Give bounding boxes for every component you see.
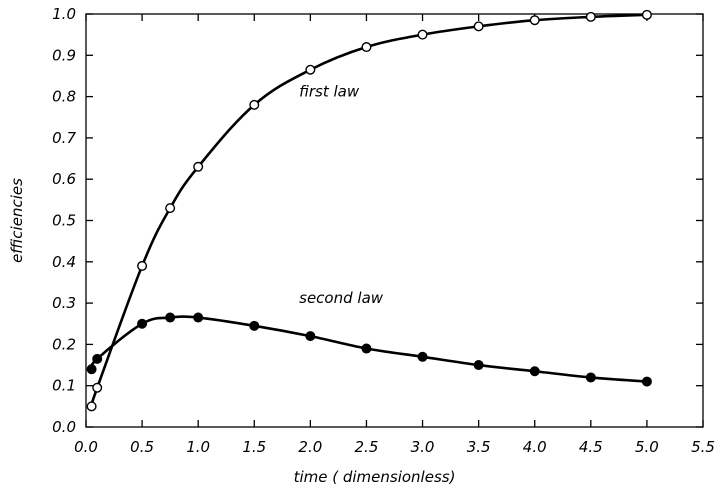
second-law-annotation: second law: [299, 289, 384, 307]
data-point-second-law: [641, 376, 652, 387]
data-point-second-law: [417, 351, 428, 362]
y-tick-label: 0.0: [52, 418, 76, 436]
data-point-first-law: [641, 9, 652, 20]
data-point-second-law: [361, 343, 372, 354]
first-law-annotation: first law: [299, 83, 360, 101]
y-tick-label: 1.0: [52, 5, 76, 23]
data-point-first-law: [165, 203, 176, 214]
axis-ticks: [85, 13, 704, 428]
data-point-second-law: [193, 312, 204, 323]
x-tick-label: 1.0: [186, 438, 210, 456]
x-tick-label: 2.0: [298, 438, 322, 456]
y-axis-label: efficiencies: [8, 178, 26, 263]
x-tick-label: 3.5: [467, 438, 491, 456]
x-axis-label: time ( dimensionless): [294, 468, 456, 486]
series-points: [86, 9, 652, 412]
y-tick-label: 0.4: [52, 253, 76, 271]
data-point-first-law: [585, 11, 596, 22]
data-point-first-law: [249, 99, 260, 110]
x-tick-label: 0.0: [74, 438, 98, 456]
y-tick-label: 0.5: [52, 212, 76, 230]
x-tick-label: 1.5: [242, 438, 266, 456]
data-point-second-law: [529, 366, 540, 377]
data-point-second-law: [86, 364, 97, 375]
data-point-first-law: [137, 260, 148, 271]
data-point-second-law: [165, 312, 176, 323]
data-point-second-law: [137, 318, 148, 329]
x-tick-labels: 0.0 0.5 1.0 1.5 2.0 2.5 3.0 3.5 4.0 4.5 5.0 5.5: [74, 438, 715, 456]
x-tick-label: 4.0: [523, 438, 547, 456]
plot-frame: [85, 13, 704, 428]
data-point-first-law: [473, 21, 484, 32]
data-point-second-law: [305, 331, 316, 342]
data-point-first-law: [193, 161, 204, 172]
y-tick-label: 0.8: [52, 88, 76, 106]
data-point-first-law: [361, 42, 372, 53]
data-point-second-law: [249, 320, 260, 331]
data-point-second-law: [92, 353, 103, 364]
x-tick-label: 4.5: [579, 438, 603, 456]
x-tick-label: 5.5: [691, 438, 715, 456]
data-point-first-law: [305, 64, 316, 75]
y-tick-label: 0.9: [52, 46, 76, 64]
data-point-second-law: [473, 360, 484, 371]
data-point-second-law: [585, 372, 596, 383]
y-tick-labels: 0.0 0.1 0.2 0.3 0.4 0.5 0.6 0.7 0.8 0.9 1.0: [52, 5, 76, 436]
data-point-first-law: [529, 15, 540, 26]
y-tick-label: 0.2: [52, 335, 76, 353]
data-point-first-law: [92, 382, 103, 393]
data-point-first-law: [86, 401, 97, 412]
y-tick-label: 0.3: [52, 294, 76, 312]
y-tick-label: 0.7: [52, 129, 76, 147]
x-tick-label: 3.0: [411, 438, 435, 456]
data-point-first-law: [417, 29, 428, 40]
y-tick-label: 0.1: [52, 377, 76, 395]
x-tick-label: 2.5: [355, 438, 379, 456]
y-tick-label: 0.6: [52, 170, 76, 188]
x-tick-label: 0.5: [130, 438, 154, 456]
x-tick-label: 5.0: [635, 438, 659, 456]
